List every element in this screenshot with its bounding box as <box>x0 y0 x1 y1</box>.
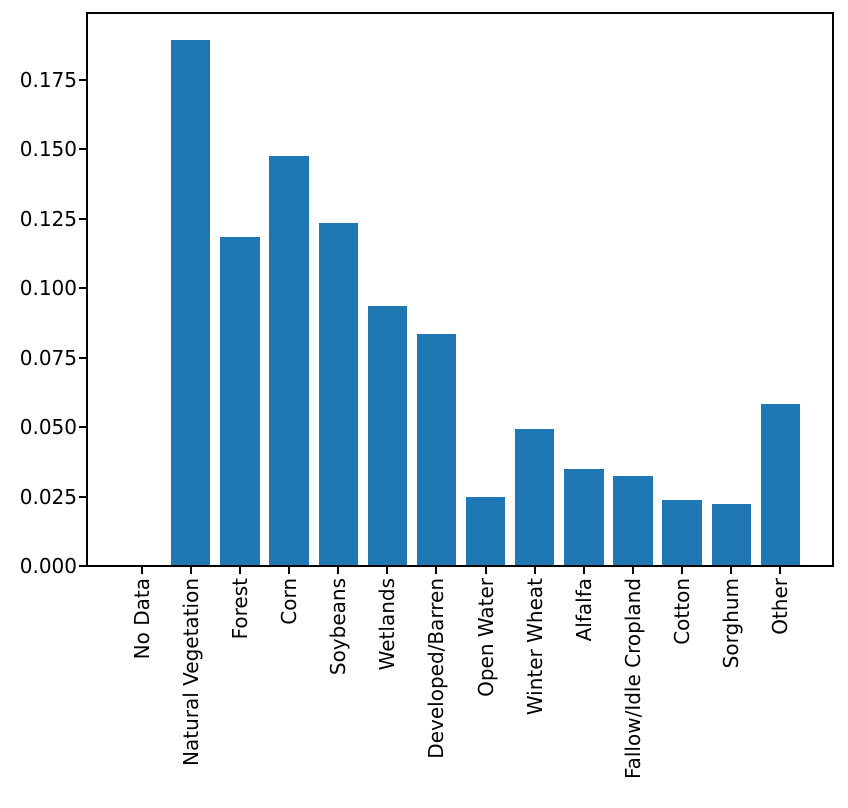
y-axis-tick-label: 0.100 <box>19 276 77 300</box>
bar-fallow-idle-cropland <box>613 476 653 565</box>
bar-alfalfa <box>564 469 604 565</box>
bar-natural-vegetation <box>171 40 211 565</box>
bar-wetlands <box>367 306 407 565</box>
bar-forest <box>220 237 260 565</box>
x-axis-tick-label-fallow-idle-cropland: Fallow/Idle Cropland <box>621 578 645 780</box>
x-axis-tick <box>140 567 143 574</box>
x-axis-tick-label-corn: Corn <box>277 578 302 625</box>
y-axis-tick-label: 0.150 <box>19 137 77 161</box>
x-axis-tick-label-natural-vegetation: Natural Vegetation <box>178 578 203 766</box>
x-axis-tick <box>730 567 733 574</box>
x-axis-tick-label-forest: Forest <box>227 578 252 640</box>
x-axis-tick-label-winter-wheat: Winter Wheat <box>522 578 547 716</box>
bar-cotton <box>662 500 702 565</box>
plot-area <box>86 12 834 567</box>
x-axis-tick <box>533 567 536 574</box>
x-axis-tick-label-alfalfa: Alfalfa <box>571 578 596 642</box>
y-axis-tick <box>79 426 86 428</box>
x-axis-tick <box>288 567 291 574</box>
x-axis-tick <box>189 567 192 574</box>
x-axis-tick <box>337 567 340 574</box>
x-axis-tick-label-open-water: Open Water <box>473 578 498 697</box>
bar-developed-barren <box>416 334 457 565</box>
y-axis-tick <box>79 148 86 150</box>
x-axis-tick <box>632 567 634 574</box>
y-axis-tick-label: 0.050 <box>19 415 77 439</box>
bar-soybeans <box>318 223 358 565</box>
bar-sorghum <box>711 504 751 565</box>
x-axis-tick <box>484 567 487 574</box>
x-axis-tick-label-cotton: Cotton <box>670 578 695 645</box>
y-axis-tick-label: 0.000 <box>19 554 77 578</box>
bar-winter-wheat <box>515 429 555 565</box>
y-axis-tick <box>79 287 86 289</box>
x-axis-tick <box>238 567 241 574</box>
x-axis-tick-label-developed-barren: Developed/Barren <box>424 578 449 759</box>
y-axis-tick-label: 0.125 <box>19 206 77 231</box>
y-axis-tick <box>79 217 86 220</box>
x-axis-tick <box>582 567 585 574</box>
x-axis-tick <box>386 567 389 574</box>
x-axis-tick <box>779 567 782 574</box>
bar-open-water <box>465 497 506 565</box>
x-axis-tick-label-sorghum: Sorghum <box>719 578 744 669</box>
bar-corn <box>269 156 309 565</box>
y-axis-tick <box>79 495 86 498</box>
x-axis-tick <box>681 567 684 574</box>
y-axis-tick-label: 0.175 <box>19 67 77 92</box>
x-axis-tick-label-wetlands: Wetlands <box>375 578 400 671</box>
x-axis-tick-label-no-data: No Data <box>129 578 154 660</box>
y-axis-tick <box>79 356 86 359</box>
y-axis-tick-label: 0.075 <box>19 345 77 370</box>
y-axis-tick-label: 0.025 <box>19 484 77 509</box>
x-axis-tick-label-other: Other <box>768 578 793 635</box>
y-axis-tick <box>79 78 86 81</box>
bar-other <box>760 404 801 565</box>
x-axis-tick-label-soybeans: Soybeans <box>326 578 351 676</box>
y-axis-tick <box>79 565 86 567</box>
x-axis-tick <box>435 567 438 574</box>
